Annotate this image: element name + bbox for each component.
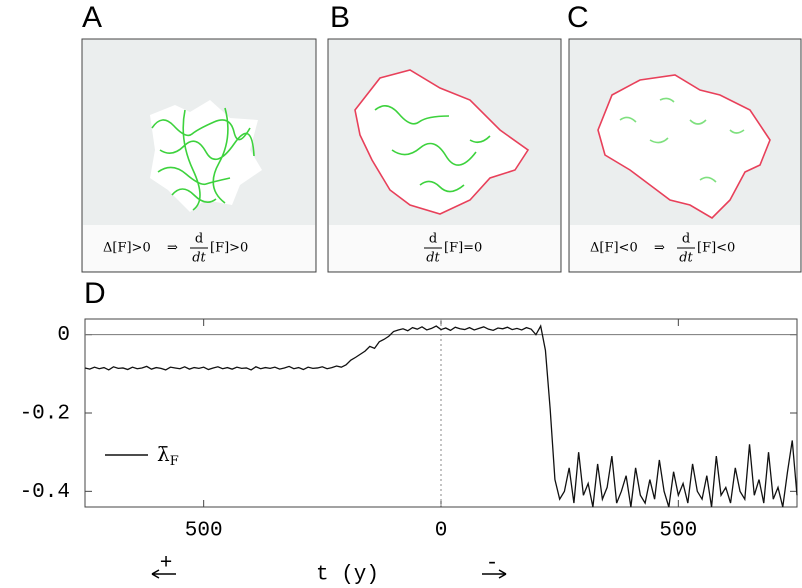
panel-c: C Δ[F]<0 ⇒ d dt [F]<0 xyxy=(567,1,802,273)
panel-b: B d dt [F]=0 xyxy=(327,1,562,273)
cluster xyxy=(597,74,771,220)
x-label: t (y) xyxy=(316,564,379,587)
cluster-edge xyxy=(374,105,491,193)
caption-area xyxy=(329,225,560,271)
caption-num: d xyxy=(429,232,437,247)
x-tick-label: 500 xyxy=(659,520,697,543)
legend-label: λ̄F xyxy=(157,442,179,469)
caption-num: d xyxy=(682,232,690,247)
panel-letter: D xyxy=(84,277,106,310)
caption-implies: ⇒ xyxy=(167,241,178,256)
cluster-edge xyxy=(151,107,255,211)
cluster-edge xyxy=(619,97,745,183)
caption-rest: [F]<0 xyxy=(697,241,735,256)
series-line xyxy=(84,324,798,508)
panel-letter: B xyxy=(330,1,350,34)
caption-den: dt xyxy=(679,251,693,266)
caption-rest: [F]>0 xyxy=(210,241,248,256)
caption-implies: ⇒ xyxy=(654,241,665,256)
caption-den: dt xyxy=(426,251,440,266)
arrow-head xyxy=(151,569,160,579)
caption-rest: [F]=0 xyxy=(444,241,482,256)
legend-subscript: F xyxy=(170,454,179,469)
panel-letter: C xyxy=(567,1,589,34)
y-tick-label: 0 xyxy=(57,324,70,347)
caption-den: dt xyxy=(192,251,206,266)
x-tick-label: 0 xyxy=(435,520,448,543)
caption-premise: Δ[F]<0 xyxy=(590,241,638,256)
x-axis-label: + t (y) - xyxy=(151,553,507,587)
cluster xyxy=(150,100,262,212)
y-tick-label: -0.2 xyxy=(20,403,70,426)
x-tick-label: 500 xyxy=(185,520,223,543)
legend-name: λ̄ xyxy=(157,442,170,466)
x-label-minus: - xyxy=(486,553,499,576)
panel-letter: A xyxy=(82,1,102,34)
y-tick-label: -0.4 xyxy=(20,481,70,504)
cluster xyxy=(354,69,530,215)
arrow-head xyxy=(498,569,507,579)
caption-num: d xyxy=(195,232,203,247)
x-label-plus: + xyxy=(160,553,173,576)
panel-a: A Δ[F]>0 ⇒ d dt [F]>0 xyxy=(81,1,317,273)
caption-premise: Δ[F]>0 xyxy=(103,241,151,256)
